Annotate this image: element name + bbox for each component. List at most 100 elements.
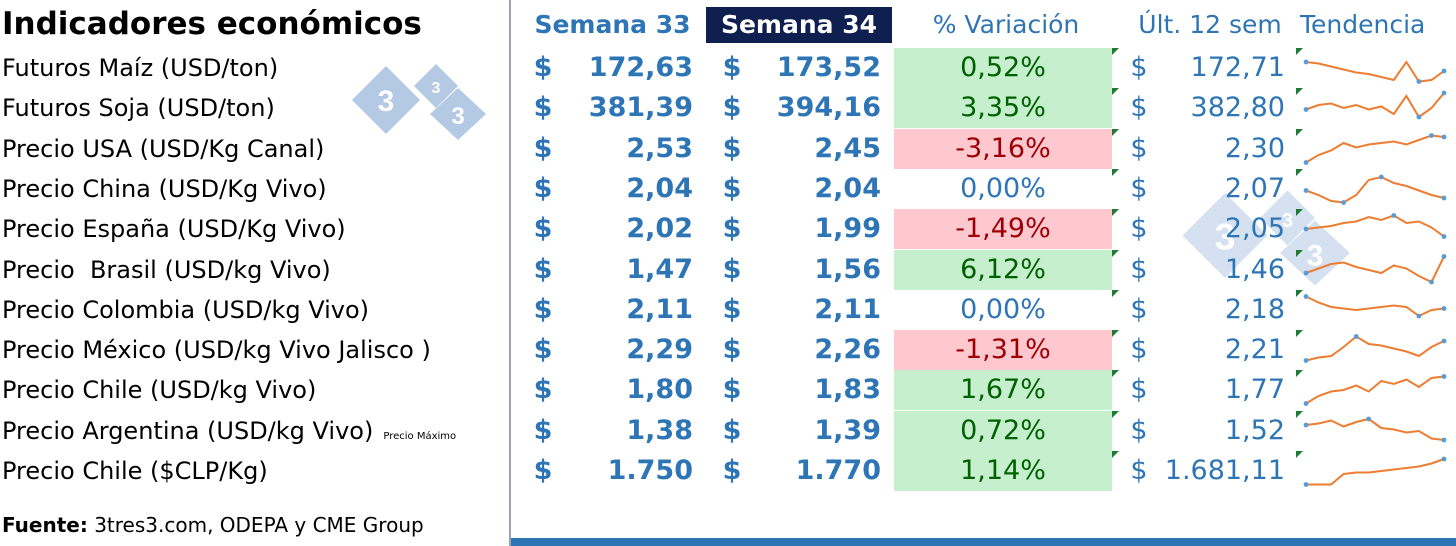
cell-comment-marker <box>1112 289 1119 297</box>
trend-sparkline <box>1303 174 1447 205</box>
last12-value: 2,21 <box>1224 334 1285 366</box>
cell-comment-marker <box>1296 128 1303 136</box>
cell-comment-marker <box>1112 128 1119 136</box>
indicator-label: Precio Chile (USD/kg Vivo) <box>2 370 316 410</box>
currency-symbol: $ <box>1130 213 1148 245</box>
table-row: Precio Chile (USD/kg Vivo) $1,80 $1,83 1,67… <box>0 370 1456 411</box>
indicator-label: Precio Chile ($CLP/Kg) <box>2 451 268 491</box>
logo-digit: 3 <box>378 85 395 118</box>
currency-symbol: $ <box>533 52 553 83</box>
cell-comment-marker <box>1112 410 1119 418</box>
currency-symbol: $ <box>533 293 553 325</box>
last12-value: 2,05 <box>1224 213 1285 245</box>
sparkline-marker <box>1441 253 1447 259</box>
currency-symbol: $ <box>722 293 742 325</box>
sparkline-line <box>1305 214 1445 238</box>
sparkline-line <box>1305 255 1445 283</box>
cell-comment-marker <box>1112 330 1119 338</box>
sparkline-marker <box>1416 79 1422 84</box>
last12-value: 382,80 <box>1190 92 1285 124</box>
currency-symbol: $ <box>722 455 742 486</box>
sparkline-marker <box>1303 59 1309 65</box>
week34-value: 173,52 <box>776 52 881 83</box>
week34-value: 2,04 <box>814 172 881 204</box>
indicator-label: Precio España (USD/Kg Vivo) <box>2 209 346 249</box>
indicator-label-text: Precio Colombia (USD/kg Vivo) <box>2 295 370 324</box>
currency-symbol: $ <box>722 374 742 406</box>
sparkline-line <box>1305 375 1445 405</box>
last12-value: 2,07 <box>1224 172 1285 204</box>
currency-symbol: $ <box>533 374 553 406</box>
variation-cell: 6,12% <box>894 249 1112 290</box>
last12-value: 2,30 <box>1224 132 1285 164</box>
sparkline-marker <box>1303 422 1309 428</box>
cell-comment-marker <box>1112 88 1119 96</box>
logo-digit: 3 <box>432 80 441 97</box>
currency-symbol: $ <box>533 172 553 204</box>
trend-sparkline <box>1303 456 1447 487</box>
sparkline-line <box>1305 134 1445 163</box>
currency-symbol: $ <box>1130 253 1148 285</box>
trend-sparkline <box>1303 132 1447 165</box>
week33-value: 1.750 <box>607 455 693 486</box>
indicator-label-text: Precio China (USD/Kg Vivo) <box>2 174 327 203</box>
indicator-label: Precio USA (USD/Kg Canal) <box>2 129 324 169</box>
week33-value: 1,38 <box>626 414 693 446</box>
cell-comment-marker <box>1296 168 1303 176</box>
currency-symbol: $ <box>722 172 742 204</box>
currency-symbol: $ <box>1130 172 1148 204</box>
sparkline-marker <box>1429 132 1434 138</box>
currency-symbol: $ <box>533 253 553 285</box>
indicator-label-text: Precio Chile ($CLP/Kg) <box>2 457 268 485</box>
cell-comment-marker <box>1296 88 1303 96</box>
sparkline-marker <box>1303 270 1309 275</box>
trend-sparkline <box>1303 90 1447 120</box>
cell-comment-marker <box>1296 410 1303 418</box>
cell-comment-marker <box>1112 48 1119 55</box>
currency-symbol: $ <box>722 213 742 245</box>
currency-symbol: $ <box>722 92 742 124</box>
cell-comment-marker <box>1296 249 1303 257</box>
last12-value: 1,77 <box>1224 374 1285 406</box>
variation-cell: -1,49% <box>894 209 1112 250</box>
variation-cell: 0,52% <box>894 48 1112 88</box>
sparkline-marker <box>1441 90 1447 96</box>
indicator-label: Precio Brasil (USD/kg Vivo) <box>2 250 331 290</box>
week33-value: 172,63 <box>588 52 693 83</box>
variation-cell: 0,72% <box>894 410 1112 451</box>
currency-symbol: $ <box>533 414 553 446</box>
currency-symbol: $ <box>1130 455 1148 486</box>
table-row: Precio USA (USD/Kg Canal) $2,53 $2,45 -3,16… <box>0 128 1456 169</box>
table-row: Futuros Maíz (USD/ton) $172,63 $173,52 0,52… <box>0 48 1456 88</box>
currency-symbol: $ <box>533 455 553 486</box>
sparkline-line <box>1306 458 1445 486</box>
sparkline-marker <box>1416 114 1422 120</box>
week34-value: 1.770 <box>795 455 881 486</box>
logo-diamond-small-bottom <box>430 88 486 140</box>
logo-watermark-2: 3 3 3 <box>1182 190 1350 286</box>
cell-comment-marker <box>1112 209 1119 217</box>
currency-symbol: $ <box>533 213 553 245</box>
sparkline-marker <box>1441 305 1447 311</box>
trend-sparkline <box>1303 293 1447 319</box>
cell-comment-marker <box>1112 370 1119 378</box>
variation-cell: -1,31% <box>894 330 1112 371</box>
logo-watermark-1: 3 3 3 <box>352 64 486 140</box>
currency-symbol: $ <box>1130 414 1148 446</box>
sparkline-marker <box>1391 213 1397 219</box>
indicator-label-text: Precio Argentina (USD/kg Vivo) <box>2 416 374 445</box>
currency-symbol: $ <box>533 334 553 366</box>
week34-value: 1,39 <box>814 414 881 446</box>
indicator-label: Precio México (USD/kg Vivo Jalisco ) <box>2 330 431 370</box>
last12-value: 1,46 <box>1224 253 1285 285</box>
week34-value: 394,16 <box>776 92 881 124</box>
trend-sparkline <box>1303 416 1447 443</box>
cell-comment-marker <box>1296 48 1303 55</box>
variation-cell: 3,35% <box>894 88 1112 129</box>
indicator-label: Futuros Maíz (USD/ton) <box>2 48 278 88</box>
header-week-34: Semana 34 <box>706 7 892 43</box>
currency-symbol: $ <box>722 132 742 164</box>
week33-value: 381,39 <box>588 92 693 124</box>
cell-comment-marker <box>1296 209 1303 217</box>
